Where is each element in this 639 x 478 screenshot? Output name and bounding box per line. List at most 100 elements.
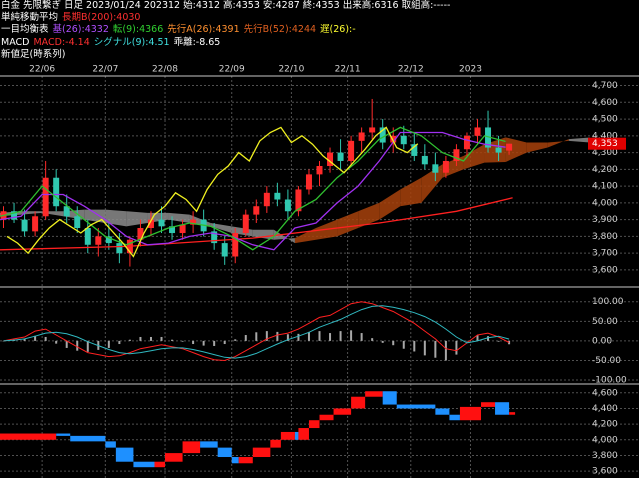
cloud-segment — [358, 202, 380, 229]
indicator-line — [6, 126, 419, 258]
candle-body — [53, 177, 60, 207]
histogram-bar — [392, 340, 395, 346]
histogram-bar — [465, 340, 468, 342]
y-tick-label: 3,600 — [592, 265, 618, 275]
y-tick-label: 50.00 — [592, 317, 618, 327]
histogram-bar — [508, 340, 511, 345]
x-tick-label: 22/06 — [29, 65, 55, 75]
cloud-segment — [84, 209, 106, 223]
y-tick-label: 0.00 — [592, 336, 612, 346]
header-text: 一目均衡表 — [1, 24, 49, 36]
header-line: MACD MACD:-4.14 シグナル(9):4.51 乖離:-8.65 — [1, 37, 454, 49]
candle-body — [190, 219, 197, 225]
candle-body — [105, 236, 112, 244]
candle-body — [32, 216, 39, 232]
histogram-bar — [44, 336, 47, 341]
histogram-bar — [23, 338, 26, 341]
histogram-bar — [192, 340, 195, 345]
new-price-column — [252, 447, 271, 458]
candle-body — [390, 135, 397, 143]
x-tick-label: 2023 — [459, 65, 482, 75]
candle-body — [369, 127, 376, 133]
candle-body — [263, 192, 270, 207]
header-text: 乖離:-8.65 — [173, 36, 221, 48]
macd-line — [3, 305, 510, 359]
histogram-bar — [171, 339, 174, 341]
y-tick-label: 4,000 — [592, 198, 618, 208]
histogram-bar — [487, 336, 490, 341]
histogram-bar — [329, 333, 332, 341]
histogram-bar — [213, 340, 216, 346]
candle-body — [421, 155, 428, 165]
x-tick-label: 22/11 — [335, 65, 361, 75]
new-price-column — [200, 441, 218, 448]
y-tick-label: 4,400 — [592, 131, 618, 141]
cloud-segment — [126, 211, 148, 227]
histogram-bar — [181, 340, 184, 342]
histogram-bar — [2, 340, 5, 342]
histogram-bar — [65, 340, 68, 348]
candle-body — [485, 127, 492, 148]
header-line: 白金 先限繋ぎ 日足 2023/01/24 202312 始:4312 高:43… — [1, 0, 454, 12]
new-price-column — [231, 457, 239, 464]
candle-body — [327, 152, 334, 166]
histogram-bar — [339, 331, 342, 341]
histogram-bar — [86, 340, 89, 352]
candle-body — [274, 192, 281, 200]
header: 白金 先限繋ぎ 日足 2023/01/24 202312 始:4312 高:43… — [1, 0, 454, 61]
y-tick-label: 4,300 — [592, 148, 618, 158]
new-price-column — [133, 461, 155, 468]
new-price-column — [319, 414, 334, 421]
indicator-line — [0, 197, 513, 251]
histogram-bar — [476, 335, 479, 341]
candle-body — [442, 160, 449, 173]
candle-body — [211, 231, 218, 244]
candle-body — [400, 135, 407, 145]
header-text: シグナル(9):4.51 — [93, 36, 170, 48]
histogram-bar — [434, 340, 437, 358]
header-text: 基(26):4332 — [52, 24, 109, 36]
new-price-column — [0, 433, 57, 440]
candle-body — [337, 152, 344, 161]
cloud-segment — [400, 177, 422, 207]
candle-body — [474, 127, 481, 136]
y-tick-label: 4,600 — [592, 388, 618, 398]
histogram-bar — [318, 331, 321, 341]
new-price-column — [298, 428, 309, 440]
candle-body — [284, 199, 291, 212]
y-tick-label: 4,400 — [592, 404, 618, 414]
candle-body — [463, 135, 470, 150]
candle-body — [63, 206, 70, 217]
header-text: 単純移動平均 — [1, 12, 59, 24]
new-price-column — [435, 408, 450, 415]
y-tick-label: 4,100 — [592, 182, 618, 192]
date-band — [0, 62, 639, 76]
candle-body — [221, 243, 228, 257]
cloud-segment — [21, 211, 43, 215]
histogram-bar — [276, 331, 279, 341]
histogram-bar — [350, 330, 353, 341]
y-tick-label: 4,200 — [592, 165, 618, 175]
x-tick-label: 22/09 — [219, 65, 245, 75]
candle-body — [169, 226, 176, 234]
y-tick-label: 3,600 — [592, 467, 618, 477]
header-text: 転(9):4366 — [112, 24, 164, 36]
candle-body — [179, 224, 186, 234]
candle-body — [253, 206, 260, 215]
y-tick-label: 4,200 — [592, 420, 618, 430]
indicator-line — [0, 126, 506, 251]
new-price-column — [509, 412, 516, 415]
new-price-column — [270, 439, 281, 448]
new-price-column — [396, 404, 436, 409]
cloud-segment — [505, 137, 527, 162]
histogram-bar — [297, 333, 300, 341]
y-tick-label: -50.00 — [592, 356, 621, 366]
header-text: 遅(26):- — [320, 24, 356, 36]
header-text: 先行A(26):4391 — [167, 24, 240, 36]
candle-body — [21, 219, 28, 232]
candle-body — [11, 211, 18, 220]
candle-body — [358, 132, 365, 141]
cloud-segment — [547, 139, 569, 148]
x-tick-label: 22/10 — [278, 65, 304, 75]
new-price-column — [105, 441, 116, 448]
